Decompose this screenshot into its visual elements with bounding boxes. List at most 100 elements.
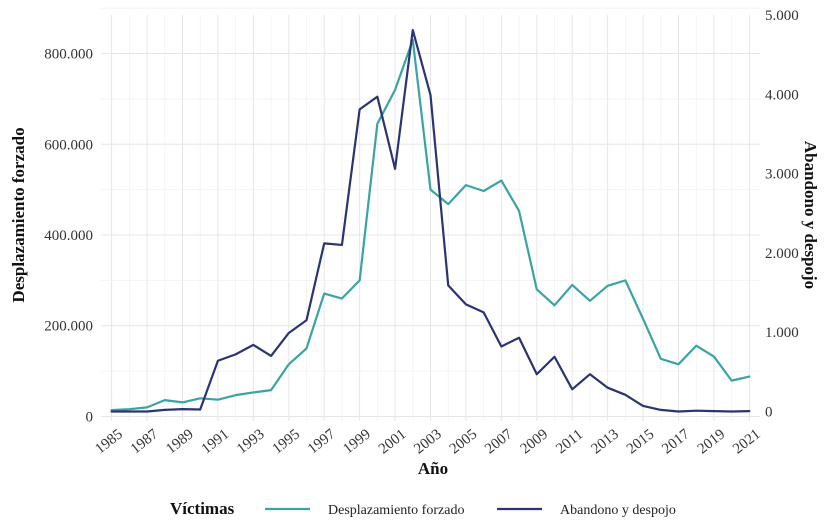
y-left-tick-label: 400.000 bbox=[44, 228, 93, 244]
data-point-desplazamiento bbox=[376, 123, 378, 125]
data-point-abandono bbox=[394, 168, 396, 170]
x-tick-label: 2017 bbox=[659, 426, 693, 457]
legend-title: Víctimas bbox=[170, 499, 235, 518]
data-point-abandono bbox=[288, 332, 290, 334]
y-right-axis: 0 1.000 2.000 3.000 4.000 5.000 bbox=[765, 8, 799, 420]
data-point-desplazamiento bbox=[660, 358, 662, 360]
series-line-abandono bbox=[110, 28, 751, 413]
data-point-abandono bbox=[252, 344, 254, 346]
x-tick-label: 1989 bbox=[163, 426, 196, 457]
data-point-abandono bbox=[518, 337, 520, 339]
data-point-desplazamiento bbox=[252, 391, 254, 393]
y-right-tick-label: 4.000 bbox=[765, 87, 799, 103]
data-point-desplazamiento bbox=[713, 355, 715, 357]
x-tick-label: 2005 bbox=[447, 426, 480, 457]
data-point-abandono bbox=[217, 360, 219, 362]
data-point-abandono bbox=[376, 96, 378, 98]
data-point-desplazamiento bbox=[571, 284, 573, 286]
y-left-axis-title: Desplazamiento forzado bbox=[9, 127, 28, 302]
data-point-abandono bbox=[571, 388, 573, 390]
y-right-tick-label: 3.000 bbox=[765, 167, 799, 183]
series-lines bbox=[110, 28, 751, 413]
data-point-abandono bbox=[111, 410, 113, 412]
legend: Víctimas Desplazamiento forzado Abandono… bbox=[170, 499, 676, 518]
data-point-desplazamiento bbox=[447, 203, 449, 205]
data-point-desplazamiento bbox=[305, 347, 307, 349]
y-right-tick-label: 1.000 bbox=[765, 325, 799, 341]
x-tick-label: 2011 bbox=[553, 426, 586, 457]
data-point-abandono bbox=[305, 319, 307, 321]
data-point-desplazamiento bbox=[323, 292, 325, 294]
x-axis: 1985 1987 1989 1991 1993 1995 1997 1999 2001 2003… bbox=[92, 426, 763, 457]
data-point-abandono bbox=[624, 394, 626, 396]
y-right-tick-label: 5.000 bbox=[765, 8, 799, 24]
y-left-tick-label: 600.000 bbox=[44, 137, 93, 153]
x-tick-label: 2003 bbox=[411, 426, 444, 457]
data-point-abandono bbox=[164, 409, 166, 411]
data-point-desplazamiento bbox=[164, 399, 166, 401]
data-point-abandono bbox=[731, 410, 733, 412]
data-point-abandono bbox=[465, 303, 467, 305]
x-tick-label: 1993 bbox=[234, 426, 267, 457]
legend-label-desplazamiento: Desplazamiento forzado bbox=[328, 503, 464, 518]
data-point-abandono bbox=[553, 356, 555, 358]
data-point-abandono bbox=[270, 355, 272, 357]
x-tick-label: 1991 bbox=[199, 426, 232, 457]
y-right-tick-label: 0 bbox=[765, 404, 773, 420]
data-point-desplazamiento bbox=[518, 210, 520, 212]
data-point-desplazamiento bbox=[642, 318, 644, 320]
x-tick-label: 2015 bbox=[624, 426, 657, 457]
legend-label-abandono: Abandono y despojo bbox=[560, 503, 676, 518]
data-point-desplazamiento bbox=[288, 363, 290, 365]
data-point-abandono bbox=[607, 387, 609, 389]
data-point-desplazamiento bbox=[270, 389, 272, 391]
data-point-desplazamiento bbox=[624, 279, 626, 281]
data-point-abandono bbox=[341, 244, 343, 246]
y-left-axis: 0 200.000 400.000 600.000 800.000 bbox=[44, 47, 93, 426]
x-tick-label: 2021 bbox=[730, 426, 763, 457]
data-point-desplazamiento bbox=[465, 184, 467, 186]
data-point-abandono bbox=[181, 408, 183, 410]
data-point-desplazamiento bbox=[128, 408, 130, 410]
y-right-axis-title: Abandono y despojo bbox=[801, 141, 820, 289]
x-tick-label: 1985 bbox=[92, 426, 125, 457]
x-tick-label: 2009 bbox=[518, 426, 551, 457]
data-point-abandono bbox=[713, 410, 715, 412]
data-point-abandono bbox=[589, 373, 591, 375]
data-point-desplazamiento bbox=[748, 375, 750, 377]
data-point-desplazamiento bbox=[553, 304, 555, 306]
data-point-desplazamiento bbox=[181, 401, 183, 403]
data-point-abandono bbox=[536, 373, 538, 375]
data-point-abandono bbox=[660, 409, 662, 411]
data-point-desplazamiento bbox=[589, 300, 591, 302]
data-point-abandono bbox=[128, 410, 130, 412]
data-point-desplazamiento bbox=[429, 189, 431, 191]
y-left-tick-label: 800.000 bbox=[44, 47, 93, 63]
data-point-abandono bbox=[695, 410, 697, 412]
data-point-desplazamiento bbox=[677, 363, 679, 365]
x-tick-label: 2001 bbox=[376, 426, 409, 457]
data-point-desplazamiento bbox=[607, 285, 609, 287]
data-point-desplazamiento bbox=[217, 399, 219, 401]
x-axis-title: Año bbox=[418, 459, 448, 478]
x-tick-label: 1999 bbox=[340, 426, 373, 457]
data-point-abandono bbox=[447, 284, 449, 286]
data-point-desplazamiento bbox=[536, 288, 538, 290]
data-point-abandono bbox=[412, 29, 414, 31]
data-point-abandono bbox=[235, 353, 237, 355]
data-point-desplazamiento bbox=[199, 397, 201, 399]
data-point-desplazamiento bbox=[359, 279, 361, 281]
data-point-abandono bbox=[642, 405, 644, 407]
data-point-abandono bbox=[429, 94, 431, 96]
x-tick-label: 2019 bbox=[695, 426, 728, 457]
data-point-abandono bbox=[748, 410, 750, 412]
data-point-abandono bbox=[146, 410, 148, 412]
x-tick-label: 1997 bbox=[305, 426, 339, 457]
x-tick-label: 2013 bbox=[588, 426, 621, 457]
data-point-desplazamiento bbox=[483, 190, 485, 192]
data-point-desplazamiento bbox=[394, 89, 396, 91]
data-point-abandono bbox=[677, 410, 679, 412]
data-point-desplazamiento bbox=[341, 297, 343, 299]
data-point-abandono bbox=[199, 408, 201, 410]
